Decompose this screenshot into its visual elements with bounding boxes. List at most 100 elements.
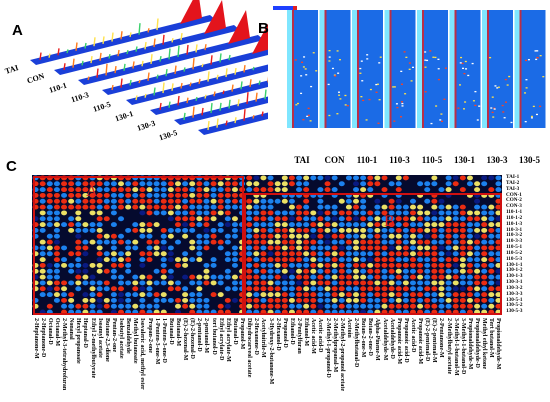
topo-spot [411,66,414,69]
heatmap-cell [381,286,388,292]
panel-c-letter: C [6,158,17,175]
heatmap-cell [224,297,231,303]
heatmap-cell [174,303,181,309]
heatmap-cell [445,233,452,239]
spectrum-peak [153,87,156,96]
heatmap-cell [459,251,466,257]
heatmap-cell [39,198,46,204]
heatmap-cell [217,274,224,280]
heatmap-cell [103,187,110,193]
heatmap-cell [488,222,495,228]
heatmap-cell [182,233,189,239]
heatmap-cell [466,303,473,309]
spectrum-peak [159,56,162,62]
topo-spot [463,108,466,110]
heatmap-cell [110,233,117,239]
heatmap-cell [139,286,146,292]
heatmap-cell [146,198,153,204]
region-a-box [33,176,244,315]
heatmap-cell [431,210,438,216]
heatmap-cell [310,227,317,233]
heatmap-cell [353,181,360,187]
colorbar [273,6,293,10]
compound-label: 2-Heptanone-D [39,318,46,358]
heatmap-cell [374,227,381,233]
heatmap-cell [452,181,459,187]
heatmap-cell [296,175,303,181]
heatmap-cell [53,251,60,257]
heatmap-cell [338,257,345,263]
heatmap-cell [402,239,409,245]
heatmap-cell [217,303,224,309]
heatmap-cell [360,175,367,181]
compound-label: Propanoic acid-M [417,318,424,365]
heatmap-cell [125,198,132,204]
heatmap-cell [110,181,117,187]
heatmap-cell [488,262,495,268]
heatmap-cell [267,262,274,268]
topo-rip-band [514,10,520,128]
heatmap-cell [281,198,288,204]
heatmap-cell [110,268,117,274]
heatmap-cell [246,297,253,303]
heatmap-cell [317,175,324,181]
heatmap-cell [395,187,402,193]
topo-plot-110-3 [384,10,416,128]
heatmap-cell [360,204,367,210]
heatmap-cell [61,192,68,198]
heatmap-cell [139,292,146,298]
heatmap-cell [345,262,352,268]
heatmap-cell [224,257,231,263]
heatmap-cell [438,251,445,257]
topo-rip-band [384,10,390,128]
heatmap-cell [288,245,295,251]
topo-spot [296,102,299,105]
heatmap-cell [210,274,217,280]
heatmap-cell [481,297,488,303]
heatmap-cell [75,262,82,268]
heatmap-cell [75,274,82,280]
heatmap-cell [466,297,473,303]
compound-label: Ethanol-M [303,318,310,347]
topo-spot [525,79,528,81]
topo-spot [336,113,339,115]
heatmap-cell [381,227,388,233]
spectrum-peak [246,92,249,104]
heatmap-cell [367,262,374,268]
heatmap-cell [68,303,75,309]
topo-spot [400,83,403,85]
topo-rip-band [482,10,487,128]
heatmap-cell [146,181,153,187]
topo-spot [403,51,406,53]
heatmap-cell [146,251,153,257]
topo-spot [309,120,312,122]
heatmap-cell [381,303,388,309]
heatmap-cell [274,257,281,263]
heatmap-cell [431,239,438,245]
heatmap-cell [153,292,160,298]
heatmap-cell [82,245,89,251]
spectrum-peak [204,94,207,99]
heatmap-cell [146,303,153,309]
topo-spot [534,50,537,52]
spectrum-peak [219,53,222,63]
topo-spot [532,105,535,108]
heatmap-cell [303,222,310,228]
heatmap-cell [317,262,324,268]
heatmap-cell [110,286,117,292]
heatmap-cell [317,245,324,251]
heatmap-cell [39,222,46,228]
heatmap-cell [224,286,231,292]
heatmap-cell [224,251,231,257]
heatmap-cell [452,239,459,245]
compound-label: Propionaldehyde-D [474,318,481,368]
heatmap-cell [274,239,281,245]
heatmap-cell [395,280,402,286]
heatmap-cell [39,181,46,187]
heatmap-cell [474,198,481,204]
heatmap-cell [203,210,210,216]
heatmap-cell [217,187,224,193]
heatmap-cell [174,198,181,204]
heatmap-cell [260,222,267,228]
compound-label: tert butanol-D [210,318,217,355]
